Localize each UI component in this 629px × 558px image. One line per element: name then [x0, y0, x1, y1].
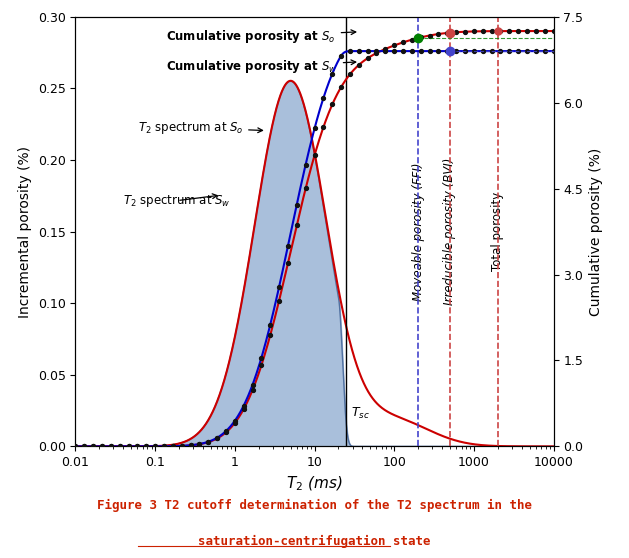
Text: saturation-centrifugation state: saturation-centrifugation state [198, 535, 431, 548]
Text: Irreducible porosity (BVI): Irreducible porosity (BVI) [443, 158, 457, 305]
Text: Total porosity: Total porosity [491, 192, 504, 271]
Text: Figure 3 T2 cutoff determination of the T2 spectrum in the: Figure 3 T2 cutoff determination of the … [97, 498, 532, 512]
Y-axis label: Cumulative porosity (%): Cumulative porosity (%) [589, 147, 603, 316]
Y-axis label: Incremental porosity (%): Incremental porosity (%) [18, 146, 32, 318]
Text: $T_2$ spectrum at $S_o$: $T_2$ spectrum at $S_o$ [138, 119, 262, 136]
Text: Cumulative porosity at $S_w$: Cumulative porosity at $S_w$ [166, 59, 356, 75]
Text: Moveable porosity (FFI): Moveable porosity (FFI) [411, 162, 425, 301]
Text: $T_2$ spectrum at $S_w$: $T_2$ spectrum at $S_w$ [123, 193, 231, 209]
Text: Cumulative porosity at $S_o$: Cumulative porosity at $S_o$ [166, 28, 356, 45]
Text: $T_{sc}$: $T_{sc}$ [351, 406, 370, 421]
X-axis label: $T_2$ (ms): $T_2$ (ms) [286, 475, 343, 493]
